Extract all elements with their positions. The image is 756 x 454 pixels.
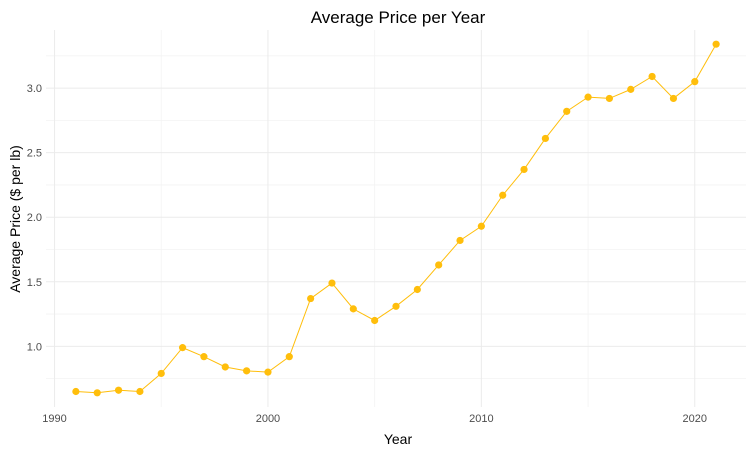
data-point (477, 222, 485, 230)
data-point (541, 134, 549, 143)
data-point (243, 367, 251, 375)
y-axis-ticks: 1.0 1.5 2.0 2.5 3.0 (27, 83, 42, 353)
x-tick-label: 2010 (469, 413, 493, 425)
data-point (72, 387, 80, 396)
data-point (520, 165, 528, 174)
x-axis-ticks: 1990 2000 2010 2020 (42, 413, 707, 425)
data-point (157, 369, 165, 378)
data-point (648, 72, 656, 81)
data-point (307, 294, 315, 303)
y-tick-label: 1.0 (27, 341, 42, 353)
y-axis-title: Average Price ($ per lb) (7, 145, 23, 293)
chart-title: Average Price per Year (311, 8, 486, 27)
data-point (627, 85, 635, 93)
data-point (178, 344, 187, 352)
data-point (691, 78, 699, 86)
data-point (285, 353, 293, 361)
data-point (371, 316, 379, 325)
data-point (499, 191, 507, 199)
data-point (200, 353, 208, 361)
data-point (605, 94, 614, 103)
data-point (328, 279, 336, 287)
data-point (584, 93, 592, 101)
data-point (221, 363, 229, 371)
data-point (114, 386, 123, 394)
data-point (93, 389, 101, 397)
y-tick-label: 2.5 (27, 148, 42, 160)
data-point (136, 387, 144, 396)
data-point (413, 285, 421, 294)
y-tick-label: 3.0 (27, 83, 42, 95)
x-axis-title: Year (384, 431, 413, 447)
data-point (435, 261, 443, 269)
data-point (563, 107, 571, 115)
x-tick-label: 2020 (683, 413, 707, 425)
x-tick-label: 1990 (42, 413, 66, 425)
price-series (72, 40, 720, 397)
data-point (712, 40, 720, 48)
data-point (264, 368, 272, 376)
series-line (75, 43, 717, 394)
gridlines (46, 30, 746, 407)
x-tick-label: 2000 (256, 413, 280, 425)
data-point (392, 302, 400, 310)
y-tick-label: 2.0 (27, 212, 42, 224)
data-point (349, 305, 357, 313)
y-tick-label: 1.5 (27, 277, 42, 289)
data-point (456, 236, 464, 245)
data-point (669, 94, 678, 103)
